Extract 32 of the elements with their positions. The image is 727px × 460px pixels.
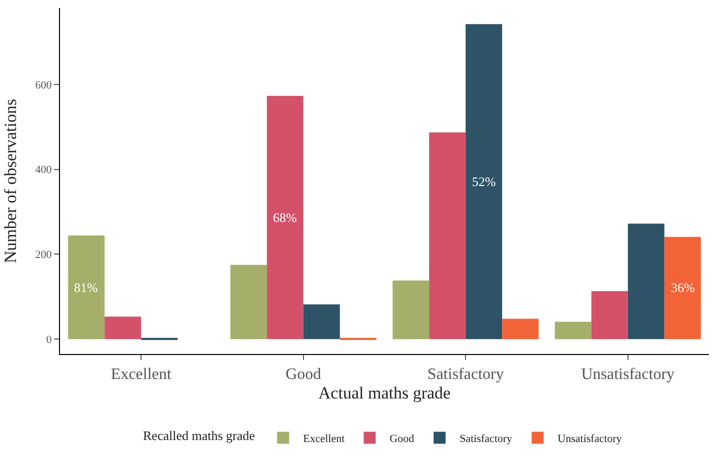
bar [429,132,466,340]
legend-title: Recalled maths grade [143,428,256,444]
bar [502,318,539,340]
y-tick-label: 0 [46,334,52,346]
bar [554,322,592,340]
legend-label: Excellent [303,432,345,445]
bar [628,224,664,340]
legend-label: Unsatisfactory [558,432,622,445]
bar [68,236,105,340]
bar [664,236,701,340]
bar [266,96,304,340]
annotation: 36% [671,280,695,295]
y-axis-title: Number of observations [1,98,20,264]
x-axis-title: Actual maths grade [318,384,451,403]
bar [230,264,267,340]
y-tick-label: 600 [35,79,52,92]
legend-label: Satisfactory [460,432,513,445]
bar [466,24,502,340]
x-tick-label: Unsatisfactory [581,366,675,384]
bar [392,280,430,340]
x-tick-label: Excellent [110,366,172,384]
legend-label: Good [390,432,415,445]
annotation: 81% [74,280,98,295]
bar [303,304,340,340]
annotation: 68% [273,210,297,225]
bar [104,316,142,340]
y-tick-label: 400 [35,164,52,176]
y-tick-label: 200 [35,249,52,262]
annotation: 52% [472,174,496,189]
x-tick-label: Good [286,366,322,384]
bar [591,291,628,340]
x-tick-label: Satisfactory [427,366,504,384]
